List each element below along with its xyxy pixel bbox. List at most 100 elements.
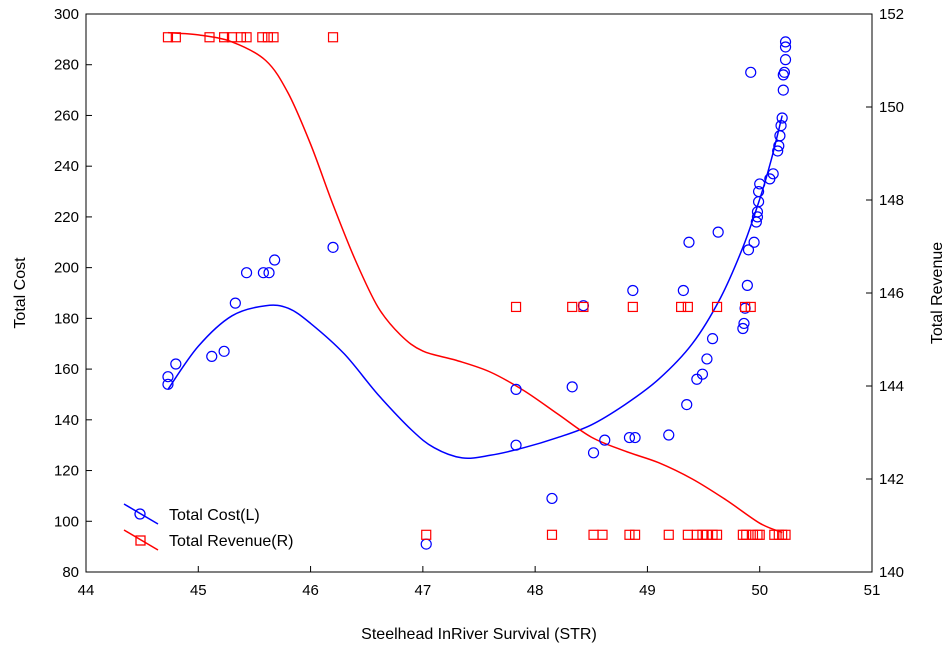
y-right-tick-label: 144 <box>879 378 904 395</box>
total-revenue-point <box>162 32 174 43</box>
total-cost-point <box>566 381 578 393</box>
fit-lines <box>167 31 783 534</box>
data-markers <box>162 32 792 550</box>
legend-revenue-marker <box>135 535 146 546</box>
legend-cost-line <box>123 503 159 525</box>
total-cost-point <box>741 279 753 291</box>
x-tick-label: 48 <box>527 582 544 599</box>
y-axis-right-title: Total Revenue <box>929 242 946 344</box>
total-revenue-point <box>737 529 748 540</box>
total-revenue-point <box>745 301 756 313</box>
total-revenue-point <box>682 301 693 313</box>
total-cost-point <box>696 368 709 380</box>
total-cost-point <box>623 431 636 444</box>
total-cost-point <box>701 353 713 365</box>
plot-area <box>85 13 873 573</box>
total-cost-point <box>683 236 695 248</box>
total-cost-point <box>751 211 764 223</box>
total-revenue-point <box>510 301 522 313</box>
total-revenue-point <box>268 32 279 43</box>
total-revenue-point <box>711 301 723 313</box>
total-cost-point <box>627 284 639 297</box>
y-left-tick-label: 280 <box>54 57 79 74</box>
legend-revenue-label: Total Revenue(R) <box>169 533 294 550</box>
total-revenue-point <box>663 529 674 540</box>
total-cost-point <box>772 145 784 157</box>
total-cost-point <box>776 112 788 124</box>
total-cost-point <box>546 492 558 505</box>
legend-cost-marker <box>134 508 146 520</box>
y-right-tick-label: 150 <box>879 99 904 116</box>
total-cost-point <box>774 130 786 142</box>
total-revenue-fit-line <box>167 31 783 534</box>
total-revenue-point <box>754 529 765 540</box>
total-revenue-point <box>711 529 723 540</box>
x-tick-label: 46 <box>302 582 319 599</box>
y-left-tick-label: 100 <box>54 513 79 530</box>
total-revenue-point <box>597 529 608 540</box>
total-revenue-point <box>567 301 578 313</box>
total-cost-point <box>420 538 432 550</box>
total-revenue-point <box>629 529 641 540</box>
total-revenue-point <box>421 529 432 540</box>
total-revenue-point <box>624 529 635 540</box>
legend-cost-label: Total Cost(L) <box>169 507 260 524</box>
y-right-tick-label: 140 <box>879 564 904 581</box>
total-cost-point <box>767 168 779 180</box>
total-cost-point <box>263 267 275 279</box>
total-cost-point <box>218 345 230 357</box>
total-revenue-point <box>262 32 274 43</box>
x-axis: 44 45 46 47 48 49 50 51 <box>78 566 880 599</box>
total-cost-point <box>162 378 174 390</box>
total-revenue-point <box>170 32 181 43</box>
x-tick-label: 49 <box>639 582 656 599</box>
total-cost-point <box>206 350 218 363</box>
total-revenue-point <box>235 32 247 43</box>
total-cost-point <box>663 429 675 441</box>
y-left-tick-label: 300 <box>54 6 79 23</box>
x-tick-label: 47 <box>415 582 432 599</box>
total-cost-point <box>737 322 749 335</box>
y-axis-left: 80 100 120 140 160 180 200 220 240 260 280 300 <box>54 6 92 581</box>
total-cost-point <box>775 119 787 132</box>
total-revenue-point <box>219 32 230 43</box>
total-cost-point <box>752 185 765 198</box>
total-revenue-point <box>578 301 589 313</box>
y-left-tick-label: 240 <box>54 158 79 175</box>
total-cost-point <box>745 66 757 78</box>
total-revenue-point <box>588 529 599 540</box>
y-left-tick-label: 260 <box>54 107 79 124</box>
total-cost-point <box>681 399 693 411</box>
total-revenue-point <box>627 301 638 313</box>
total-cost-point <box>257 267 270 279</box>
total-cost-point <box>748 236 760 248</box>
total-cost-point <box>779 36 792 48</box>
total-revenue-point <box>676 301 687 313</box>
total-cost-point <box>677 284 689 297</box>
total-cost-fit-line <box>167 115 783 459</box>
total-cost-point <box>778 66 791 78</box>
y-left-tick-label: 140 <box>54 412 79 429</box>
x-tick-label: 45 <box>190 582 207 599</box>
total-cost-point <box>712 226 724 238</box>
y-axis-left-title: Total Cost <box>12 257 29 329</box>
total-cost-point <box>777 84 789 96</box>
y-left-tick-label: 180 <box>54 310 79 327</box>
total-cost-point <box>170 358 182 370</box>
y-right-tick-label: 142 <box>879 471 904 488</box>
total-revenue-point <box>741 529 752 540</box>
legend: Total Cost(L) Total Revenue(R) <box>123 503 294 551</box>
x-tick-label: 50 <box>751 582 768 599</box>
x-tick-label: 44 <box>78 582 95 599</box>
total-cost-point <box>510 439 522 451</box>
total-cost-point <box>269 254 281 266</box>
y-left-tick-label: 200 <box>54 260 79 277</box>
total-cost-point <box>229 297 241 309</box>
total-cost-point <box>779 54 792 66</box>
total-cost-point <box>162 371 174 383</box>
total-cost-point <box>587 447 600 459</box>
total-revenue-point <box>691 529 702 540</box>
y-axis-right: 140 142 144 146 148 150 152 <box>866 6 904 581</box>
y-right-tick-label: 152 <box>879 6 904 23</box>
